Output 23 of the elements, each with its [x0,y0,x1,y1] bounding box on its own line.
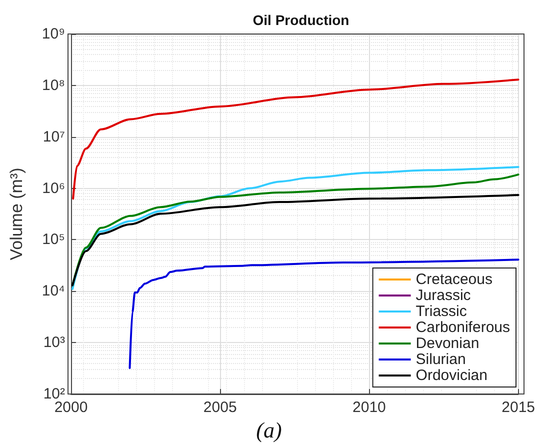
legend-label: Carboniferous [416,319,510,336]
x-tick-label: 2005 [203,399,237,416]
y-tick-label: 10⁴ [42,282,65,300]
legend-label: Ordovician [416,367,488,384]
y-tick-label: 10⁹ [42,26,65,42]
legend-label: Jurassic [416,287,472,304]
text: (a) [256,418,282,442]
y-tick-label: 10⁵ [42,231,65,248]
legend-label: Triassic [416,303,468,320]
legend-label: Cretaceous [416,271,492,288]
legend-label: Silurian [416,351,466,368]
y-tick-label: 10⁷ [42,128,65,146]
chart-title: Oil Production [252,12,350,28]
y-tick-label: 10³ [43,334,65,352]
x-tick-label: 2010 [352,399,386,416]
line-series [128,258,520,370]
y-tick-label: 10⁸ [42,76,65,94]
legend-label: Devonian [416,335,480,352]
y-axis-title: Volume (m³) [7,168,26,260]
y-tick-label: 10⁶ [42,180,65,197]
x-tick-label: 2015 [502,399,536,416]
line-series [72,78,520,200]
line-series [71,194,520,286]
